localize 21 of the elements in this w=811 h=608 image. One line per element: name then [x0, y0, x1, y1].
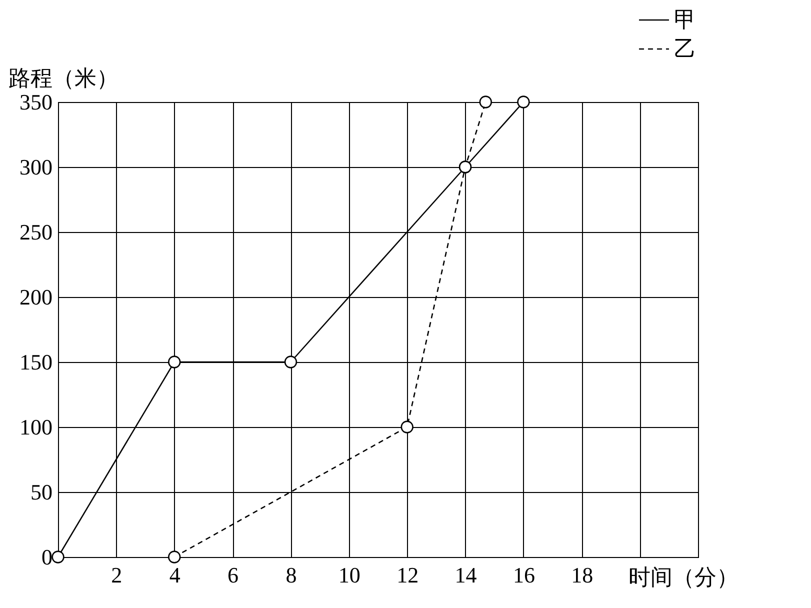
y-tick-label: 100 [20, 414, 52, 440]
y-tick-label: 50 [30, 480, 52, 504]
y-tick-label: 250 [20, 220, 52, 244]
y-axis-title: 路程（米） [8, 66, 118, 90]
legend-label: 甲 [674, 7, 696, 32]
x-tick-label: 12 [396, 562, 419, 588]
x-axis-title: 时间（分） [628, 564, 738, 590]
x-tick-label: 8 [286, 562, 297, 588]
y-tick-label: 350 [20, 90, 52, 114]
x-tick-label: 16 [512, 562, 535, 588]
x-tick-label: 6 [228, 562, 239, 588]
x-tick-label: 14 [454, 562, 477, 588]
legend-label: 乙 [674, 36, 696, 61]
y-tick-label: 150 [20, 350, 52, 374]
y-tick-label: 300 [20, 154, 52, 180]
x-tick-label: 10 [338, 562, 360, 588]
x-tick-label: 18 [571, 562, 594, 588]
x-tick-label: 4 [169, 562, 180, 588]
y-tick-label: 0 [42, 544, 52, 570]
x-tick-label: 2 [111, 562, 122, 588]
y-tick-label: 200 [20, 284, 52, 310]
